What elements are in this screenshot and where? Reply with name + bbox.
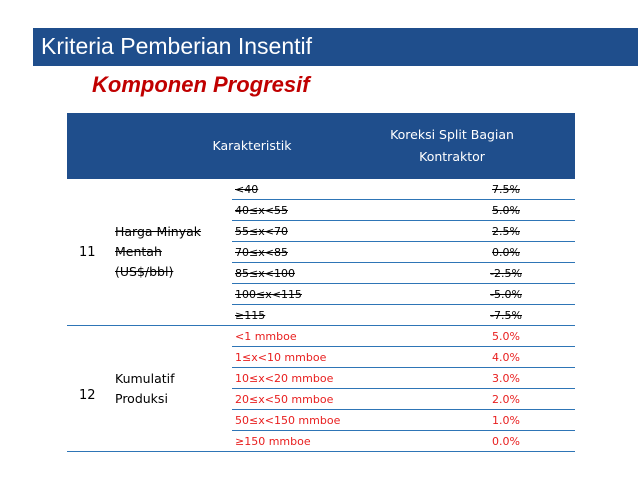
table-row: 20≤x<50 mmboe 2.0% xyxy=(67,388,576,410)
value-cell: 5.0% xyxy=(437,199,576,221)
section-subtitle: Komponen Progresif xyxy=(92,72,310,97)
column-header-karakteristik: Karakteristik xyxy=(67,113,438,179)
table-row: ≥150 mmboe 0.0% xyxy=(67,430,576,452)
range-cell: <40 xyxy=(232,179,438,200)
group-label: Harga Minyak Mentah (US$/bbl) xyxy=(115,179,232,326)
incentive-table: Karakteristik Koreksi Split Bagian Kontr… xyxy=(67,113,576,452)
range-cell: 10≤x<20 mmboe xyxy=(232,367,438,389)
range-cell: 70≤x<85 xyxy=(232,241,438,263)
range-cell: <1 mmboe xyxy=(232,325,438,347)
value-cell: 3.0% xyxy=(437,367,576,389)
value-cell: 5.0% xyxy=(437,325,576,347)
range-cell: 50≤x<150 mmboe xyxy=(232,409,438,431)
table-row: 85≤x<100 -2.5% xyxy=(67,262,576,284)
table-row: 12 Kumulatif Produksi <1 mmboe 5.0% xyxy=(67,325,576,406)
group-label-line1: Kumulatif xyxy=(115,370,175,386)
table-row: 10≤x<20 mmboe 3.0% xyxy=(67,367,576,389)
value-cell: 7.5% xyxy=(437,179,576,200)
title-bar: Kriteria Pemberian Insentif xyxy=(33,28,638,66)
page-title: Kriteria Pemberian Insentif xyxy=(41,33,313,59)
column-header-koreksi-line2: Kontraktor xyxy=(419,149,485,164)
value-cell: -2.5% xyxy=(437,262,576,284)
group-label-line2: Mentah xyxy=(115,244,162,259)
table-row: 40≤x<55 5.0% xyxy=(67,199,576,221)
value-cell: -5.0% xyxy=(437,283,576,305)
range-cell: 85≤x<100 xyxy=(232,262,438,284)
range-cell: 1≤x<10 mmboe xyxy=(232,346,438,368)
group-label-line1: Harga Minyak xyxy=(115,224,202,239)
range-cell: 40≤x<55 xyxy=(232,199,438,221)
value-cell: 1.0% xyxy=(437,409,576,431)
value-cell: -7.5% xyxy=(437,304,576,326)
range-cell: ≥115 xyxy=(232,304,438,326)
table-row: 55≤x<70 2.5% xyxy=(67,220,576,242)
value-cell: 2.5% xyxy=(437,220,576,242)
range-cell: 20≤x<50 mmboe xyxy=(232,388,438,410)
range-cell: 55≤x<70 xyxy=(232,220,438,242)
table-header-row: Karakteristik Koreksi Split Bagian Kontr… xyxy=(67,113,576,179)
group-label: Kumulatif Produksi xyxy=(115,326,232,452)
table-row: 50≤x<150 mmboe 1.0% xyxy=(67,409,576,431)
group-number: 12 xyxy=(79,388,96,403)
table-row: 11 Harga Minyak Mentah (US$/bbl) <40 7.5… xyxy=(67,179,576,326)
table-row: 70≤x<85 0.0% xyxy=(67,241,576,263)
group-label-line2: Produksi xyxy=(115,390,168,406)
value-cell: 0.0% xyxy=(437,430,576,452)
table-row: 1≤x<10 mmboe 4.0% xyxy=(67,346,576,368)
value-cell: 4.0% xyxy=(437,346,576,368)
column-header-koreksi-line1: Koreksi Split Bagian xyxy=(390,127,514,142)
group-label-line3: (US$/bbl) xyxy=(115,264,174,279)
value-cell: 0.0% xyxy=(437,241,576,263)
value-cell: 2.0% xyxy=(437,388,576,410)
table-row: ≥115 -7.5% xyxy=(67,304,576,326)
table-row: 100≤x<115 -5.0% xyxy=(67,283,576,305)
range-cell: ≥150 mmboe xyxy=(232,430,438,452)
group-number: 11 xyxy=(67,179,115,326)
column-header-koreksi: Koreksi Split Bagian Kontraktor xyxy=(390,113,576,179)
range-cell: 100≤x<115 xyxy=(232,283,438,305)
